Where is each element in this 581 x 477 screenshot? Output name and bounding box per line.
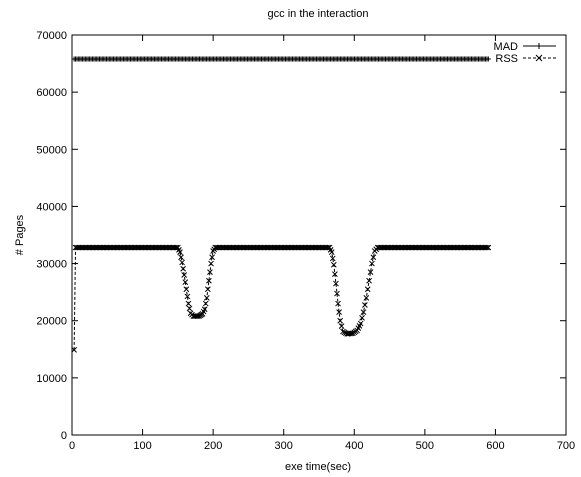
y-axis: 0 10000 20000 30000 40000 50000 60000 70000: [36, 30, 566, 442]
data-point-rss: [203, 295, 210, 301]
legend-marker-mad: [536, 43, 542, 49]
data-point-rss: [484, 244, 490, 251]
y-tick-label: 50000: [36, 144, 67, 156]
series-mad: [71, 56, 491, 62]
data-point-rss: [71, 347, 77, 353]
x-tick-label: 200: [204, 440, 222, 452]
data-point-rss: [367, 269, 374, 275]
data-point-rss: [370, 254, 377, 261]
data-point-rss: [337, 317, 344, 324]
data-point-rss: [359, 315, 365, 321]
data-point-rss: [201, 306, 208, 313]
x-axis: 0 100 200 300 400 500 600 700: [69, 35, 575, 452]
data-point-rss: [202, 300, 209, 307]
data-point-rss: [336, 309, 342, 315]
x-tick-label: 400: [345, 440, 363, 452]
y-tick-label: 70000: [36, 30, 67, 42]
data-point-mad: [485, 56, 491, 62]
x-tick-label: 300: [275, 440, 293, 452]
legend-marker-rss: [535, 54, 543, 62]
data-point-rss: [204, 286, 211, 293]
data-point-rss: [180, 265, 187, 272]
data-point-rss: [207, 269, 213, 275]
legend-label-rss: RSS: [495, 53, 518, 65]
data-point-rss: [357, 320, 364, 327]
data-point-rss: [209, 254, 215, 261]
y-tick-label: 40000: [36, 201, 67, 213]
data-point-rss: [369, 260, 375, 267]
data-point-rss: [362, 302, 368, 308]
x-tick-label: 0: [69, 440, 75, 452]
data-point-rss: [182, 279, 189, 285]
data-point-rss: [206, 277, 212, 284]
y-tick-label: 60000: [36, 87, 67, 99]
data-point-rss: [178, 254, 184, 261]
data-point-rss: [334, 290, 340, 297]
data-point-rss: [332, 271, 338, 277]
data-point-rss: [177, 249, 183, 255]
x-axis-label: exe time(sec): [285, 461, 351, 473]
chart-title: gcc in the interaction: [268, 8, 369, 20]
data-point-rss: [186, 305, 193, 312]
plot-frame: [71, 34, 567, 436]
y-tick-label: 10000: [36, 373, 67, 385]
y-tick-label: 30000: [36, 259, 67, 271]
data-point-rss: [179, 259, 185, 266]
y-tick-label: 20000: [36, 316, 67, 328]
x-tick-label: 100: [133, 440, 151, 452]
data-point-rss: [338, 323, 345, 329]
y-tick-label: 0: [61, 430, 67, 442]
data-point-rss: [366, 277, 372, 284]
data-point-rss: [328, 249, 335, 255]
series-layer: [71, 56, 492, 353]
data-point-rss: [184, 293, 191, 300]
data-point-rss: [335, 300, 341, 307]
data-point-rss: [360, 309, 367, 315]
data-point-rss: [181, 272, 188, 278]
data-point-rss: [185, 300, 192, 307]
data-point-rss: [364, 286, 371, 293]
data-point-rss: [333, 280, 339, 287]
y-axis-label: # Pages: [14, 214, 26, 255]
legend-label-mad: MAD: [494, 41, 519, 53]
data-point-rss: [330, 261, 337, 268]
data-point-rss: [183, 286, 190, 293]
x-tick-label: 600: [486, 440, 504, 452]
x-tick-label: 700: [557, 440, 575, 452]
series-rss: [71, 244, 492, 353]
data-point-rss: [485, 244, 492, 251]
data-point-rss: [363, 295, 370, 301]
x-tick-label: 500: [416, 440, 434, 452]
series-line-rss: [73, 247, 489, 350]
data-point-rss: [329, 255, 336, 262]
data-point-rss: [208, 260, 214, 267]
